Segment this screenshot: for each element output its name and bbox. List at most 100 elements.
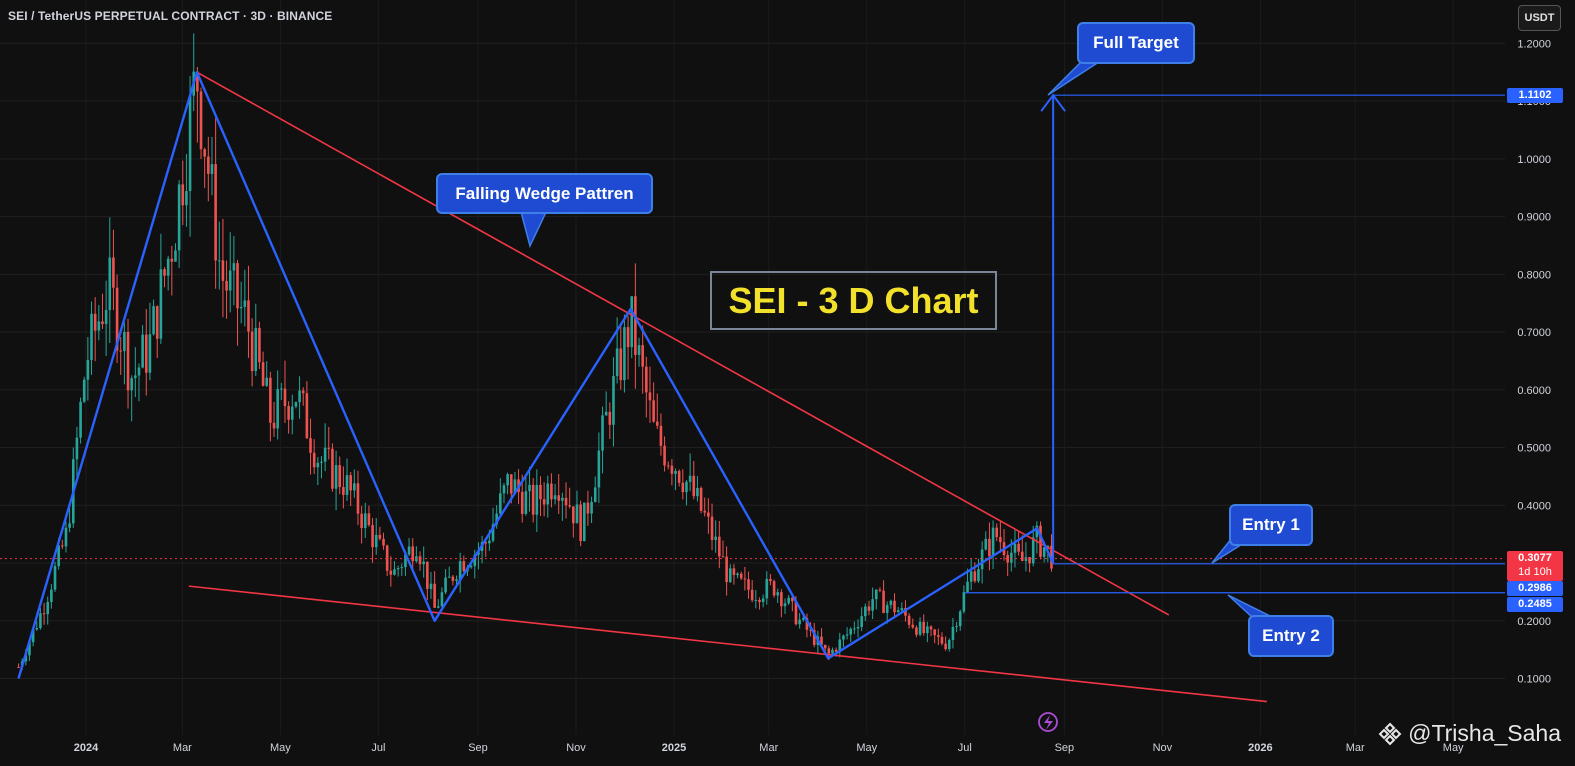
- candle-body: [374, 534, 378, 548]
- candle-body: [491, 524, 495, 541]
- candle-body: [907, 615, 911, 625]
- candle-body: [696, 487, 699, 497]
- candle-body: [933, 629, 936, 636]
- candle-body: [316, 462, 320, 468]
- candle-body: [652, 400, 655, 422]
- watermark-text: @Trisha_Saha: [1408, 720, 1561, 746]
- candle-body: [210, 164, 214, 174]
- candle-body: [207, 156, 210, 174]
- candle-body: [134, 375, 137, 379]
- candle-body: [750, 589, 754, 601]
- candle-body: [290, 406, 294, 420]
- candle-body: [666, 465, 670, 467]
- y-tick-label: 0.9000: [1517, 212, 1551, 224]
- entry2-callout-pointer: [1227, 594, 1273, 618]
- candle-body: [24, 655, 28, 662]
- candle-body: [856, 626, 860, 629]
- candle-body: [999, 537, 1002, 543]
- candle-body: [61, 545, 64, 547]
- entry2-callout: Entry 2: [1248, 615, 1334, 657]
- candle-body: [929, 626, 933, 630]
- candle-body: [502, 485, 506, 494]
- currency-button[interactable]: USDT: [1518, 5, 1561, 31]
- candle-body: [170, 258, 174, 262]
- y-tick-label: 0.4000: [1517, 500, 1551, 512]
- candle-body: [969, 571, 973, 582]
- candle-body: [670, 465, 674, 474]
- candle-body: [250, 331, 254, 372]
- target-price-tag: 1.1102: [1507, 88, 1563, 103]
- candle-body: [367, 513, 371, 526]
- candle-body: [331, 448, 334, 489]
- candle-body: [988, 538, 991, 557]
- candle-body: [46, 601, 50, 615]
- candle-body: [349, 475, 352, 491]
- candle-body: [604, 411, 608, 416]
- candle-body: [728, 568, 732, 583]
- candle-body: [188, 95, 192, 192]
- candle-body: [280, 388, 283, 390]
- pattern-zigzag: [17, 70, 1055, 679]
- candle-body: [648, 392, 652, 401]
- candle-body: [597, 450, 601, 488]
- lightning-icon-bolt: [1044, 715, 1053, 730]
- candle-body: [393, 569, 396, 575]
- candle-body: [86, 360, 90, 380]
- candle-body: [363, 513, 367, 529]
- candle-body: [655, 421, 659, 426]
- candle-body: [35, 628, 39, 630]
- candle-body: [962, 592, 966, 612]
- y-tick-label: 0.7000: [1517, 327, 1551, 339]
- candle-body: [126, 331, 130, 391]
- candle-body: [301, 390, 305, 394]
- drawing-overlays: [0, 57, 1505, 732]
- x-tick-label: Jul: [958, 742, 972, 754]
- candle-body: [31, 629, 35, 643]
- candle-body: [327, 447, 331, 449]
- candle-body: [896, 610, 900, 613]
- candle-body: [539, 484, 542, 500]
- candle-body: [272, 422, 276, 429]
- binance-diamond-icon: [1378, 722, 1402, 745]
- x-tick-label: Mar: [759, 742, 778, 754]
- candle-body: [553, 495, 557, 500]
- candle-body: [747, 579, 750, 590]
- candle-body: [977, 569, 980, 582]
- candle-body: [663, 445, 666, 466]
- candle-body: [710, 516, 714, 541]
- candle-body: [258, 327, 261, 363]
- candle-body: [108, 257, 112, 311]
- candle-body: [436, 606, 440, 608]
- candle-body: [794, 601, 798, 625]
- candle-body: [626, 327, 630, 348]
- candle-body: [101, 321, 104, 325]
- entry2-price-tag: 0.2485: [1507, 597, 1563, 612]
- candle-body: [312, 452, 316, 468]
- candle-body: [867, 606, 871, 611]
- x-tick-label: Sep: [1055, 742, 1075, 754]
- candle-body: [1031, 537, 1035, 564]
- bar-countdown: 1d 10h: [1518, 566, 1552, 578]
- candle-body: [429, 583, 433, 589]
- candle-body: [294, 402, 298, 407]
- candle-body: [973, 571, 977, 582]
- candle-body: [144, 334, 148, 373]
- candle-body: [261, 362, 265, 386]
- candle-body: [1006, 555, 1009, 563]
- candle-body: [736, 573, 739, 576]
- candle-body: [926, 626, 929, 634]
- candle-body: [812, 629, 816, 645]
- candle-body: [791, 597, 794, 602]
- candle-body: [385, 545, 389, 571]
- candle-body: [769, 578, 772, 582]
- candle-body: [320, 461, 323, 463]
- candle-body: [342, 487, 345, 495]
- candle-body: [542, 499, 546, 505]
- candle-body: [520, 491, 524, 514]
- candle-body: [1020, 551, 1024, 561]
- candle-body: [469, 565, 473, 568]
- candle-body: [739, 573, 743, 579]
- candle-body: [1035, 525, 1039, 538]
- candle-body: [221, 260, 225, 281]
